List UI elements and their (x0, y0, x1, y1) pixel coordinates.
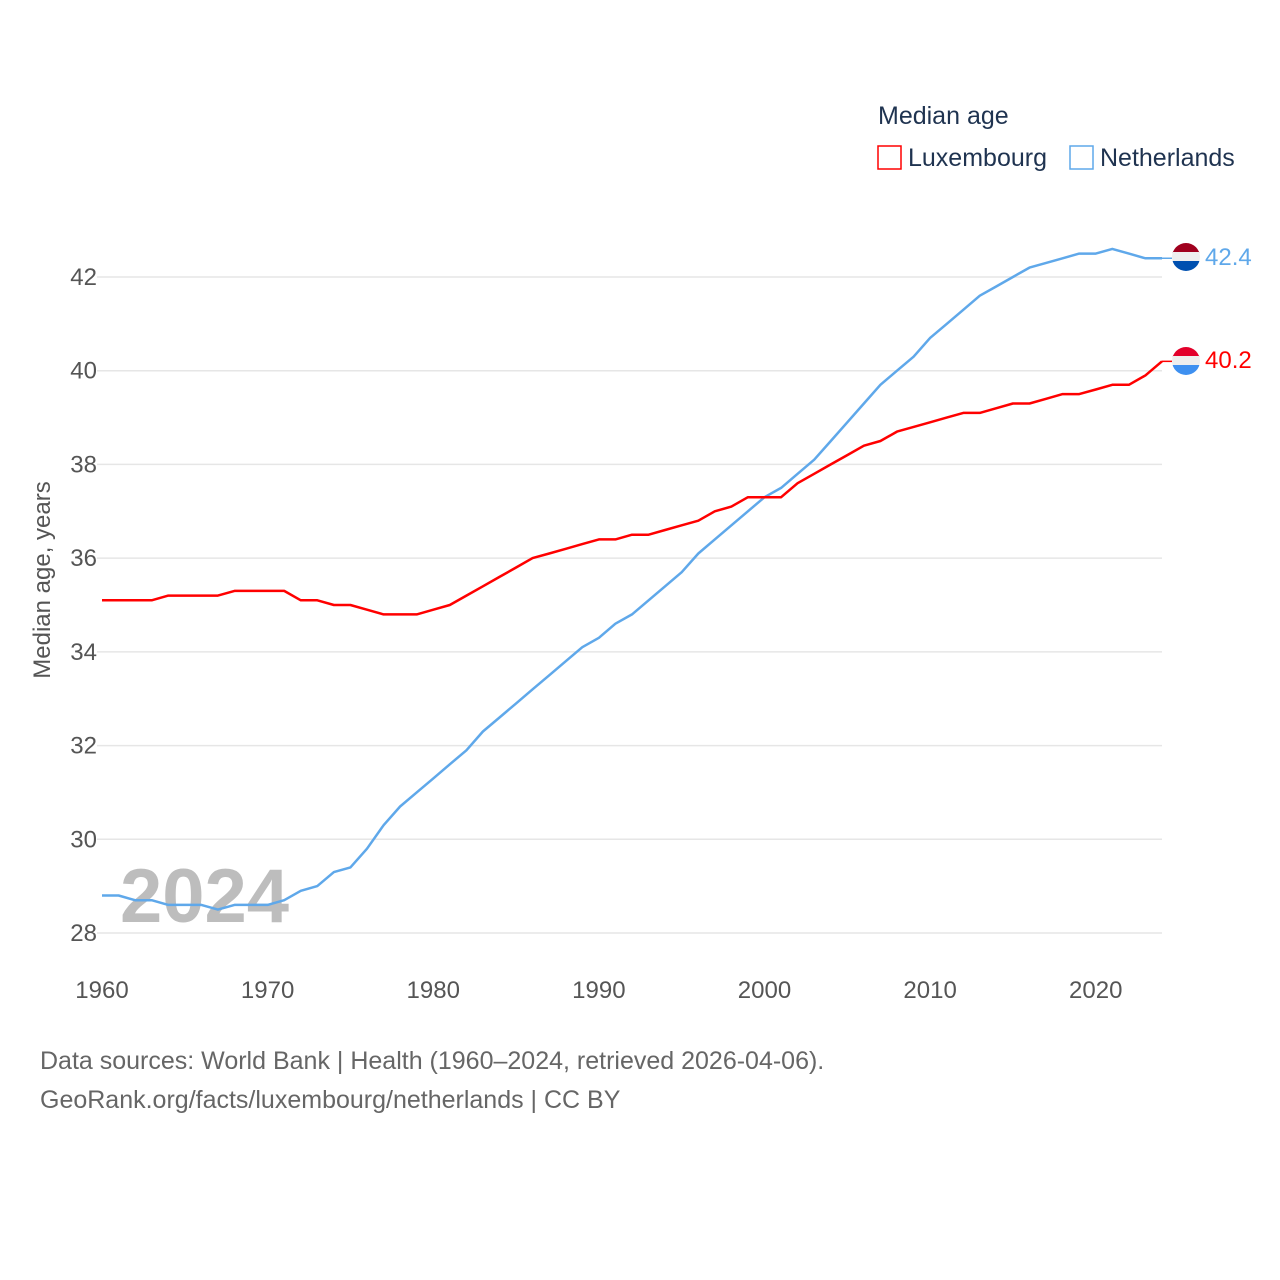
y-tick-label: 36 (70, 545, 97, 572)
x-axis-ticks: 1960 1970 1980 1990 2000 2010 2020 (75, 977, 1122, 1004)
gridlines (97, 276, 1162, 934)
legend-swatch-netherlands (1069, 145, 1094, 170)
y-tick-label: 30 (70, 826, 97, 853)
x-tick-label: 2000 (738, 977, 791, 1004)
y-tick-label: 42 (70, 264, 97, 291)
luxembourg-flag-icon (1172, 347, 1200, 375)
x-tick-label: 1990 (572, 977, 625, 1004)
luxembourg-end-label: 40.2 (1205, 347, 1252, 374)
source-line-1: Data sources: World Bank | Health (1960–… (40, 1047, 824, 1075)
legend-title: Median age (878, 102, 1009, 130)
legend: Median age Luxembourg Netherlands (877, 102, 1235, 172)
legend-label-netherlands: Netherlands (1100, 144, 1235, 172)
y-tick-label: 38 (70, 451, 97, 478)
netherlands-end-label: 42.4 (1205, 244, 1252, 271)
legend-label-luxembourg: Luxembourg (908, 144, 1047, 172)
series-lines (102, 247, 1172, 911)
year-watermark: 2024 (120, 854, 289, 939)
source-line-2[interactable]: GeoRank.org/facts/luxembourg/netherlands… (40, 1086, 621, 1114)
x-tick-label: 1980 (407, 977, 460, 1004)
y-tick-label: 28 (70, 920, 97, 947)
x-tick-label: 1970 (241, 977, 294, 1004)
y-axis-ticks: 28 30 32 34 36 38 40 42 (70, 264, 97, 947)
netherlands-line (102, 247, 1162, 911)
y-axis-label: Median age, years (29, 481, 56, 678)
netherlands-flag-icon (1172, 243, 1200, 271)
y-tick-label: 32 (70, 733, 97, 760)
x-tick-label: 2010 (903, 977, 956, 1004)
legend-item-netherlands[interactable]: Netherlands (1069, 144, 1235, 172)
x-tick-label: 1960 (75, 977, 128, 1004)
legend-item-luxembourg[interactable]: Luxembourg (877, 144, 1047, 172)
luxembourg-line (102, 360, 1163, 616)
x-tick-label: 2020 (1069, 977, 1122, 1004)
y-tick-label: 34 (70, 639, 97, 666)
legend-swatch-luxembourg (877, 145, 902, 170)
y-tick-label: 40 (70, 358, 97, 385)
